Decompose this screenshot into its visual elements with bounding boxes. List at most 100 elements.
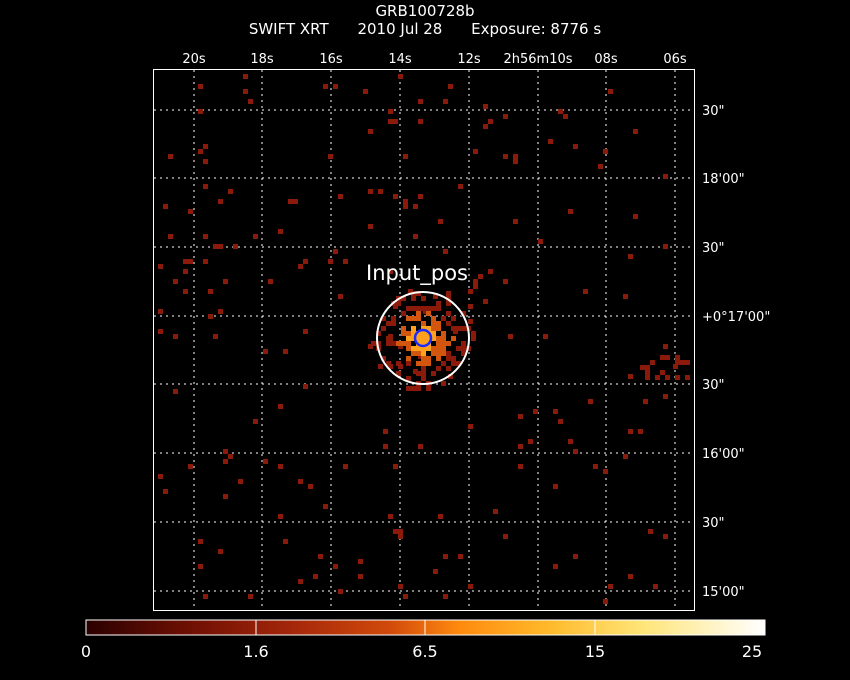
count-pixel <box>461 326 466 331</box>
count-pixel <box>388 514 393 519</box>
count-pixel <box>416 371 421 376</box>
count-pixel <box>436 321 441 326</box>
count-pixel <box>406 376 411 381</box>
count-pixel <box>446 321 451 326</box>
count-pixel <box>431 371 436 376</box>
count-pixel <box>468 304 473 309</box>
count-pixel <box>488 269 493 274</box>
count-pixel <box>233 244 238 249</box>
dec-tick-label: 30" <box>702 104 725 119</box>
count-pixel <box>431 321 436 326</box>
count-pixel <box>443 249 448 254</box>
count-pixel <box>421 306 426 311</box>
count-pixel <box>431 306 436 311</box>
count-pixel <box>416 316 421 321</box>
count-pixel <box>333 84 338 89</box>
count-pixel <box>441 381 446 386</box>
colorbar-label-1: 1.6 <box>243 642 268 661</box>
count-pixel <box>198 84 203 89</box>
count-pixel <box>411 386 416 391</box>
count-pixel <box>478 274 483 279</box>
count-pixel <box>623 454 628 459</box>
dec-axis-labels: 30" 18'00" 30" +0°17'00" 30" 16'00" 30" 15'00" <box>702 104 770 600</box>
count-pixel <box>303 329 308 334</box>
count-pixel <box>183 259 188 264</box>
count-pixel <box>411 296 416 301</box>
count-pixel <box>398 529 403 534</box>
count-pixel <box>383 429 388 434</box>
count-pixel <box>418 99 423 104</box>
count-pixel <box>396 371 401 376</box>
count-pixel <box>381 356 386 361</box>
count-pixel <box>483 124 488 129</box>
count-pixel <box>263 459 268 464</box>
count-pixel <box>451 316 456 321</box>
count-pixel <box>598 164 603 169</box>
count-pixel <box>173 279 178 284</box>
count-pixel <box>213 244 218 249</box>
count-pixel <box>411 351 416 356</box>
count-pixel <box>421 366 426 371</box>
count-pixel <box>168 234 173 239</box>
count-pixel <box>416 386 421 391</box>
count-pixel <box>451 361 456 366</box>
count-pixel <box>603 599 608 604</box>
count-pixel <box>208 314 213 319</box>
count-pixel <box>323 504 328 509</box>
count-pixel <box>298 479 303 484</box>
count-pixel <box>628 254 633 259</box>
count-pixel <box>436 336 441 341</box>
count-pixel <box>675 375 680 380</box>
dec-tick-label: 16'00" <box>702 447 745 462</box>
count-pixel <box>508 334 513 339</box>
count-pixel <box>446 366 451 371</box>
count-pixel <box>663 344 668 349</box>
count-pixel <box>418 444 423 449</box>
count-pixel <box>568 439 573 444</box>
count-pixel <box>416 336 421 341</box>
count-pixel <box>398 584 403 589</box>
count-pixel <box>628 429 633 434</box>
count-pixel <box>203 159 208 164</box>
source-region-circle[interactable] <box>376 291 470 385</box>
count-pixel <box>381 326 386 331</box>
ra-tick-label: 12s <box>457 52 481 67</box>
count-pixel <box>388 119 393 124</box>
count-pixel <box>308 484 313 489</box>
count-pixel <box>303 259 308 264</box>
instrument-label: SWIFT XRT <box>248 20 329 38</box>
count-pixel <box>413 204 418 209</box>
count-pixel <box>393 119 398 124</box>
count-pixel <box>406 341 411 346</box>
count-pixel <box>411 306 416 311</box>
dec-tick-label: 30" <box>702 241 725 256</box>
count-pixel <box>388 109 393 114</box>
count-pixel <box>248 594 253 599</box>
count-pixel <box>441 331 446 336</box>
count-pixel <box>406 331 411 336</box>
count-pixel <box>368 344 373 349</box>
count-pixel <box>436 301 441 306</box>
count-pixel <box>456 346 461 351</box>
count-pixel <box>518 464 523 469</box>
count-pixel <box>198 539 203 544</box>
count-pixel <box>223 449 228 454</box>
dec-tick-label: 30" <box>702 378 725 393</box>
count-pixel <box>203 144 208 149</box>
count-pixel <box>218 549 223 554</box>
count-pixel <box>358 574 363 579</box>
count-pixel <box>456 326 461 331</box>
count-pixel <box>436 351 441 356</box>
count-pixel <box>513 219 518 224</box>
plot-title-object: GRB100728b <box>375 2 475 20</box>
count-pixel <box>218 199 223 204</box>
error-circle[interactable] <box>413 328 433 348</box>
count-pixel <box>188 464 193 469</box>
count-pixel <box>608 89 613 94</box>
count-pixel <box>675 360 680 365</box>
count-pixel <box>253 234 258 239</box>
count-pixel <box>446 311 451 316</box>
count-pixel <box>660 355 665 360</box>
count-pixel <box>406 306 411 311</box>
